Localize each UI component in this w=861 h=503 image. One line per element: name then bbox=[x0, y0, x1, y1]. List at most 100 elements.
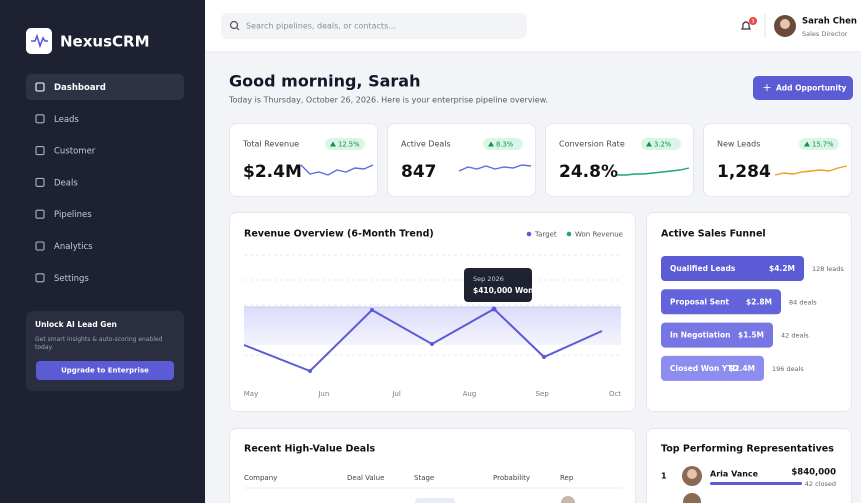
point bbox=[370, 308, 374, 312]
bell-icon[interactable] bbox=[741, 21, 751, 30]
promo-text-box: Get smart insights & auto-scoring enable… bbox=[35, 336, 163, 351]
nav-item[interactable]: Analytics bbox=[54, 242, 93, 252]
subtitle: Today is Thursday, October 26, 2026. Her… bbox=[228, 96, 548, 105]
sparkline bbox=[774, 165, 848, 176]
nav-icon bbox=[35, 146, 45, 156]
kpi-value: 847 bbox=[401, 162, 437, 182]
kpi-label: Active Deals bbox=[401, 140, 451, 149]
upgrade-button[interactable] bbox=[36, 361, 174, 380]
tooltip-value: $410,000 Won bbox=[473, 286, 534, 295]
kpi-value: 24.8% bbox=[559, 162, 618, 182]
rep-progress bbox=[710, 482, 802, 485]
add-button-label[interactable]: Add Opportunity bbox=[776, 84, 847, 93]
funnel-value: $4.2M bbox=[769, 264, 795, 273]
user-name: Sarah Chen bbox=[802, 17, 857, 27]
nav-item[interactable]: Pipelines bbox=[54, 210, 92, 220]
target-band bbox=[244, 307, 621, 345]
kpi-card bbox=[545, 123, 694, 197]
point bbox=[430, 342, 434, 346]
funnel-count: 42 deals bbox=[781, 332, 809, 340]
rep-face bbox=[687, 469, 697, 479]
legend-label: Won Revenue bbox=[575, 231, 623, 239]
legend-label: Target bbox=[534, 231, 557, 239]
kpi-value: 1,284 bbox=[717, 162, 771, 182]
month-label: Aug bbox=[463, 390, 477, 398]
point bbox=[491, 306, 497, 312]
logo-icon bbox=[31, 33, 48, 49]
plus-icon: + bbox=[762, 81, 771, 94]
sparkline bbox=[617, 167, 690, 176]
month-label: May bbox=[244, 390, 258, 398]
nav-item[interactable]: Dashboard bbox=[54, 83, 106, 93]
point bbox=[542, 355, 546, 359]
add-button[interactable] bbox=[753, 76, 853, 100]
nav-icon bbox=[35, 273, 45, 283]
nav-item[interactable]: Leads bbox=[54, 115, 79, 125]
nav-item[interactable]: Deals bbox=[54, 178, 78, 188]
search-placeholder: Search pipelines, deals, or contacts... bbox=[246, 22, 396, 31]
kpi-badge bbox=[641, 138, 681, 150]
search-box[interactable] bbox=[221, 13, 527, 39]
nav-icon bbox=[35, 82, 45, 92]
user-role: Sales Director bbox=[802, 30, 848, 38]
kpi-change: 8.3% bbox=[496, 141, 514, 149]
kpi-arrow bbox=[330, 141, 336, 147]
column-header: Probability bbox=[493, 474, 530, 482]
deals-title: Recent High-Value Deals bbox=[244, 444, 375, 455]
kpi-arrow bbox=[646, 141, 652, 147]
kpi-label: New Leads bbox=[717, 140, 760, 149]
kpi-badge bbox=[799, 138, 839, 150]
funnel-bar bbox=[661, 289, 781, 315]
column-header: Rep bbox=[560, 474, 574, 482]
funnel-count: 196 deals bbox=[772, 365, 804, 373]
nav-icon bbox=[35, 209, 45, 219]
kpi-arrow bbox=[804, 141, 810, 147]
kpi-label: Total Revenue bbox=[242, 140, 299, 149]
promo-title: Unlock AI Lead Gen bbox=[35, 320, 117, 329]
kpi-card bbox=[387, 123, 536, 197]
point bbox=[308, 369, 312, 373]
funnel-stage: In Negotiation bbox=[670, 331, 731, 340]
nav-icon bbox=[35, 241, 45, 251]
funnel-value: $2.8M bbox=[746, 297, 772, 306]
nav-item[interactable]: Customer bbox=[54, 147, 96, 157]
avatar-face bbox=[780, 19, 790, 29]
brand: NexusCRM bbox=[60, 33, 150, 51]
nav-active bbox=[26, 74, 184, 100]
rep-name: Aria Vance bbox=[710, 470, 759, 479]
rep-rank: 1 bbox=[661, 472, 667, 481]
funnel-bar bbox=[661, 355, 764, 381]
greeting: Good morning, Sarah bbox=[229, 72, 420, 91]
nav-item[interactable]: Settings bbox=[54, 274, 89, 284]
revenue-title: Revenue Overview (6-Month Trend) bbox=[244, 229, 434, 240]
stage-pill bbox=[415, 498, 455, 503]
funnel-stage: Qualified Leads bbox=[670, 264, 736, 273]
tooltip bbox=[464, 268, 532, 302]
kpi-change: 3.2% bbox=[654, 141, 672, 149]
revenue-points bbox=[308, 306, 546, 373]
rep-value: $840,000 bbox=[791, 468, 836, 478]
search-icon bbox=[229, 20, 239, 30]
month-label: Oct bbox=[609, 390, 621, 398]
sparkline bbox=[458, 164, 532, 172]
deals-card bbox=[229, 428, 636, 503]
sparkline bbox=[300, 164, 374, 176]
legend-dot bbox=[526, 231, 532, 237]
month-label: Jul bbox=[391, 390, 401, 398]
upgrade-label[interactable]: Upgrade to Enterprise bbox=[61, 367, 149, 375]
kpi-card bbox=[229, 123, 378, 197]
kpi-badge bbox=[325, 138, 365, 150]
funnel-value: $2.4M bbox=[729, 364, 755, 373]
promo-text: Get smart insights & auto-scoring enable… bbox=[35, 336, 163, 351]
funnel-bar bbox=[661, 322, 773, 348]
rep-avatar bbox=[683, 493, 701, 503]
funnel-bar bbox=[661, 256, 804, 281]
column-header: Company bbox=[244, 474, 277, 482]
reps-card bbox=[646, 428, 852, 503]
kpi-badge bbox=[483, 138, 523, 150]
nav-icon bbox=[35, 114, 45, 124]
month-label: Jun bbox=[317, 390, 329, 398]
month-label: Sep bbox=[536, 390, 550, 398]
